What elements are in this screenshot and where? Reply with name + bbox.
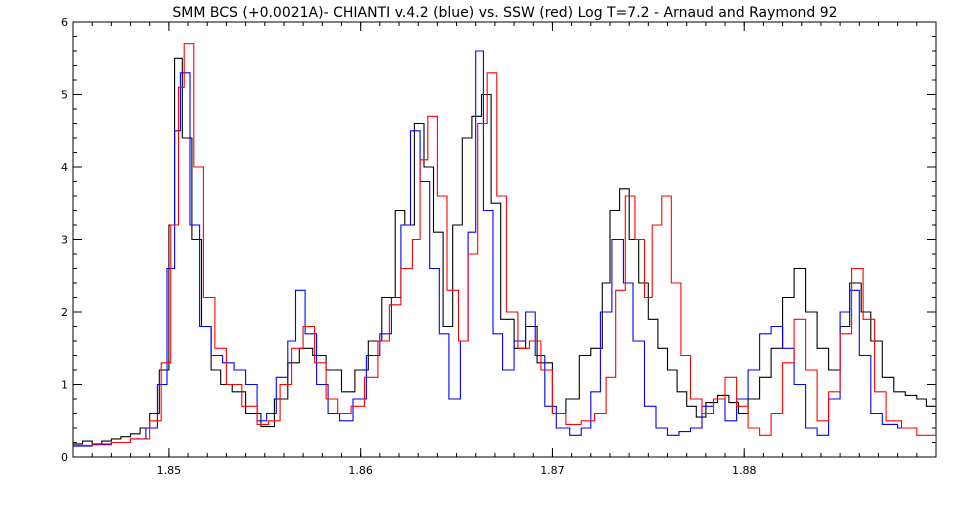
plot-border: [72, 21, 937, 458]
y-tick-label: 3: [61, 234, 68, 247]
series-line-1: [73, 50, 903, 447]
x-tick-label: 1.87: [540, 464, 565, 477]
y-tick-label: 6: [61, 16, 68, 29]
series-layer: [73, 43, 936, 447]
y-tick-label: 0: [61, 451, 68, 464]
chart-title: SMM BCS (+0.0021A)- CHIANTI v.4.2 (blue)…: [172, 5, 837, 21]
y-tick-label: 4: [61, 161, 68, 174]
x-tick-label: 1.88: [732, 464, 757, 477]
y-tick-label: 2: [61, 306, 68, 319]
x-tick-label: 1.85: [157, 464, 182, 477]
axis-ticks: 0 1 2 3 4 5 6 1.85 1.86 1.87 1.88: [61, 16, 937, 477]
y-tick-label: 5: [61, 89, 68, 102]
x-tick-label: 1.86: [348, 464, 373, 477]
plot-frame: [72, 21, 937, 458]
series-line-2: [73, 43, 936, 446]
y-tick-label: 1: [61, 379, 68, 392]
